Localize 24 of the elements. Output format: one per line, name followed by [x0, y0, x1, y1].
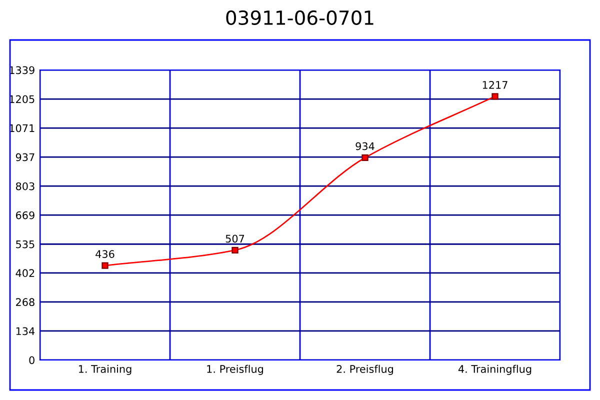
- data-label: 436: [96, 250, 114, 258]
- point: [492, 93, 498, 100]
- y-tick-label: 937: [16, 153, 34, 162]
- chart-title: 03911-06-0701: [226, 10, 374, 26]
- y-tick-label: 268: [16, 298, 34, 306]
- point: [232, 246, 238, 254]
- point: [102, 262, 108, 269]
- y-tick-label: 803: [16, 182, 34, 190]
- y-tick-label: 402: [16, 269, 34, 278]
- y-tick-label: 1339: [10, 66, 34, 74]
- x-tick-label: 1. Preisflug: [207, 364, 264, 375]
- data-label: 1217: [482, 80, 508, 89]
- y-tick-label: 1205: [10, 95, 34, 104]
- y-tick-label: 669: [16, 211, 34, 220]
- y-tick-label: 1071: [10, 124, 34, 132]
- x-tick-label: 2. Preisflug: [336, 364, 394, 375]
- point: [362, 154, 368, 162]
- y-tick-label: 134: [16, 327, 35, 336]
- data-label: 934: [356, 142, 374, 150]
- y-tick-label: 0: [29, 356, 34, 364]
- x-tick-label: 1. Training: [78, 364, 132, 375]
- data-label: 507: [226, 234, 244, 243]
- x-tick-label: 4. Trainingflug: [458, 364, 532, 375]
- y-tick-label: 535: [16, 240, 34, 248]
